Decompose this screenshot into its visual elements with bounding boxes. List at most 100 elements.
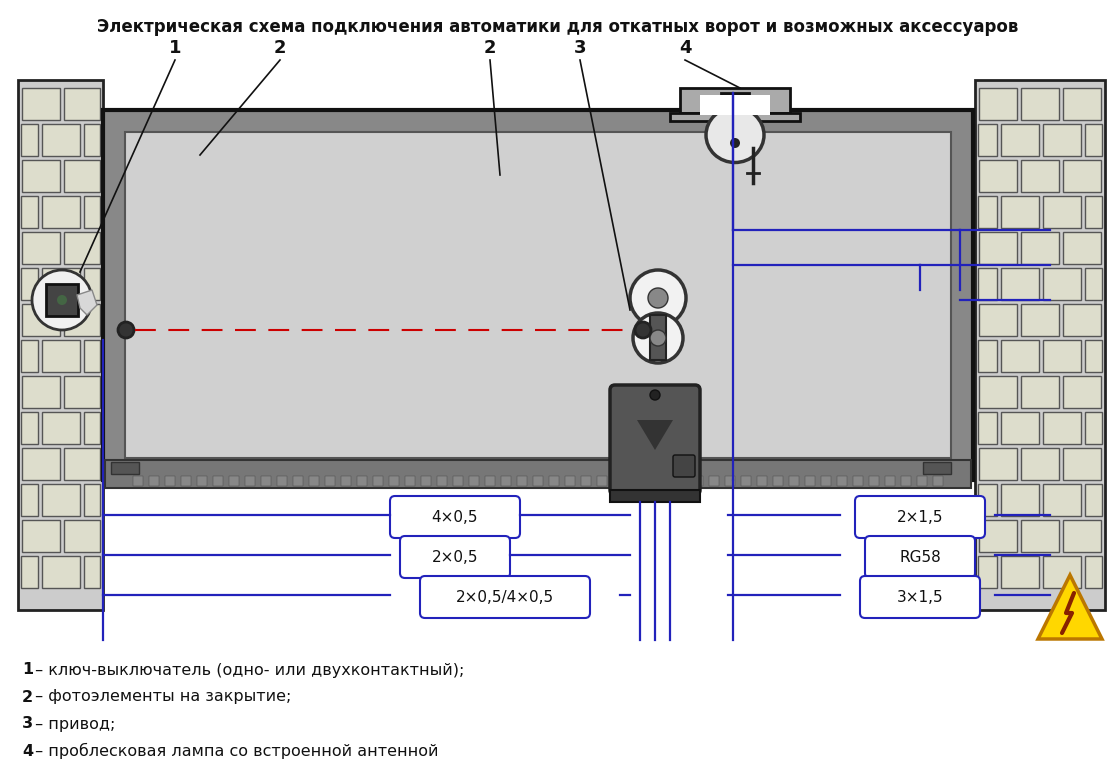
FancyBboxPatch shape [22, 88, 60, 120]
FancyBboxPatch shape [42, 340, 80, 372]
FancyBboxPatch shape [22, 304, 60, 336]
FancyBboxPatch shape [978, 484, 997, 516]
FancyBboxPatch shape [84, 340, 100, 372]
FancyBboxPatch shape [150, 476, 158, 486]
FancyBboxPatch shape [389, 476, 400, 486]
FancyBboxPatch shape [979, 520, 1017, 552]
FancyBboxPatch shape [21, 412, 38, 444]
FancyBboxPatch shape [1085, 124, 1101, 156]
FancyBboxPatch shape [42, 268, 80, 300]
FancyBboxPatch shape [773, 476, 783, 486]
FancyBboxPatch shape [64, 160, 100, 192]
FancyBboxPatch shape [110, 462, 140, 474]
FancyBboxPatch shape [501, 476, 511, 486]
FancyBboxPatch shape [133, 476, 143, 486]
FancyBboxPatch shape [22, 232, 60, 264]
Ellipse shape [706, 108, 764, 162]
FancyBboxPatch shape [978, 124, 997, 156]
FancyBboxPatch shape [533, 476, 543, 486]
FancyBboxPatch shape [885, 476, 895, 486]
FancyBboxPatch shape [421, 476, 431, 486]
FancyBboxPatch shape [979, 232, 1017, 264]
FancyBboxPatch shape [22, 160, 60, 192]
FancyBboxPatch shape [661, 476, 671, 486]
FancyBboxPatch shape [978, 268, 997, 300]
Text: Электрическая схема подключения автоматики для откатных ворот и возможных аксесс: Электрическая схема подключения автомати… [97, 18, 1019, 36]
Text: 3: 3 [574, 39, 586, 57]
FancyBboxPatch shape [1043, 196, 1081, 228]
FancyBboxPatch shape [125, 132, 951, 458]
Text: 3×1,5: 3×1,5 [896, 590, 943, 604]
FancyBboxPatch shape [21, 196, 38, 228]
FancyBboxPatch shape [581, 476, 591, 486]
Text: RG58: RG58 [899, 550, 941, 565]
FancyBboxPatch shape [1001, 268, 1039, 300]
FancyBboxPatch shape [693, 476, 703, 486]
FancyBboxPatch shape [650, 315, 666, 360]
FancyBboxPatch shape [680, 88, 790, 113]
FancyBboxPatch shape [42, 412, 80, 444]
FancyBboxPatch shape [1021, 160, 1059, 192]
Text: 4: 4 [22, 744, 33, 758]
Text: 2: 2 [483, 39, 497, 57]
FancyBboxPatch shape [1085, 556, 1101, 588]
FancyBboxPatch shape [42, 196, 80, 228]
Circle shape [57, 295, 67, 305]
FancyBboxPatch shape [405, 476, 415, 486]
FancyBboxPatch shape [978, 196, 997, 228]
Text: 1: 1 [169, 39, 181, 57]
Text: 2: 2 [273, 39, 286, 57]
FancyBboxPatch shape [389, 496, 520, 538]
FancyBboxPatch shape [837, 476, 847, 486]
FancyBboxPatch shape [1001, 556, 1039, 588]
FancyBboxPatch shape [923, 462, 951, 474]
FancyBboxPatch shape [373, 476, 383, 486]
FancyBboxPatch shape [42, 124, 80, 156]
FancyBboxPatch shape [341, 476, 352, 486]
Text: – фотоэлементы на закрытие;: – фотоэлементы на закрытие; [30, 690, 291, 704]
FancyBboxPatch shape [64, 88, 100, 120]
FancyBboxPatch shape [64, 232, 100, 264]
FancyBboxPatch shape [18, 80, 103, 610]
Circle shape [635, 322, 651, 338]
FancyBboxPatch shape [610, 385, 700, 495]
FancyBboxPatch shape [1021, 232, 1059, 264]
Polygon shape [637, 420, 673, 450]
FancyBboxPatch shape [84, 412, 100, 444]
FancyBboxPatch shape [64, 304, 100, 336]
FancyBboxPatch shape [610, 490, 700, 502]
FancyBboxPatch shape [979, 160, 1017, 192]
FancyBboxPatch shape [46, 284, 78, 316]
FancyBboxPatch shape [975, 80, 1105, 610]
FancyBboxPatch shape [420, 576, 590, 618]
Circle shape [650, 330, 666, 346]
FancyBboxPatch shape [549, 476, 559, 486]
FancyBboxPatch shape [261, 476, 271, 486]
FancyBboxPatch shape [1043, 412, 1081, 444]
FancyBboxPatch shape [597, 476, 607, 486]
FancyBboxPatch shape [105, 460, 971, 488]
FancyBboxPatch shape [1021, 448, 1059, 480]
FancyBboxPatch shape [645, 476, 655, 486]
Circle shape [32, 270, 92, 330]
FancyBboxPatch shape [1001, 340, 1039, 372]
FancyBboxPatch shape [865, 536, 975, 578]
FancyBboxPatch shape [805, 476, 815, 486]
FancyBboxPatch shape [979, 304, 1017, 336]
FancyBboxPatch shape [64, 376, 100, 408]
FancyBboxPatch shape [103, 110, 973, 480]
FancyBboxPatch shape [1043, 484, 1081, 516]
Circle shape [730, 138, 740, 148]
FancyBboxPatch shape [22, 376, 60, 408]
FancyBboxPatch shape [673, 455, 695, 477]
Polygon shape [77, 290, 97, 315]
FancyBboxPatch shape [978, 556, 997, 588]
FancyBboxPatch shape [84, 124, 100, 156]
FancyBboxPatch shape [1085, 196, 1101, 228]
FancyBboxPatch shape [309, 476, 319, 486]
FancyBboxPatch shape [1043, 556, 1081, 588]
FancyBboxPatch shape [933, 476, 943, 486]
FancyBboxPatch shape [677, 476, 687, 486]
FancyBboxPatch shape [469, 476, 479, 486]
FancyBboxPatch shape [1064, 448, 1101, 480]
